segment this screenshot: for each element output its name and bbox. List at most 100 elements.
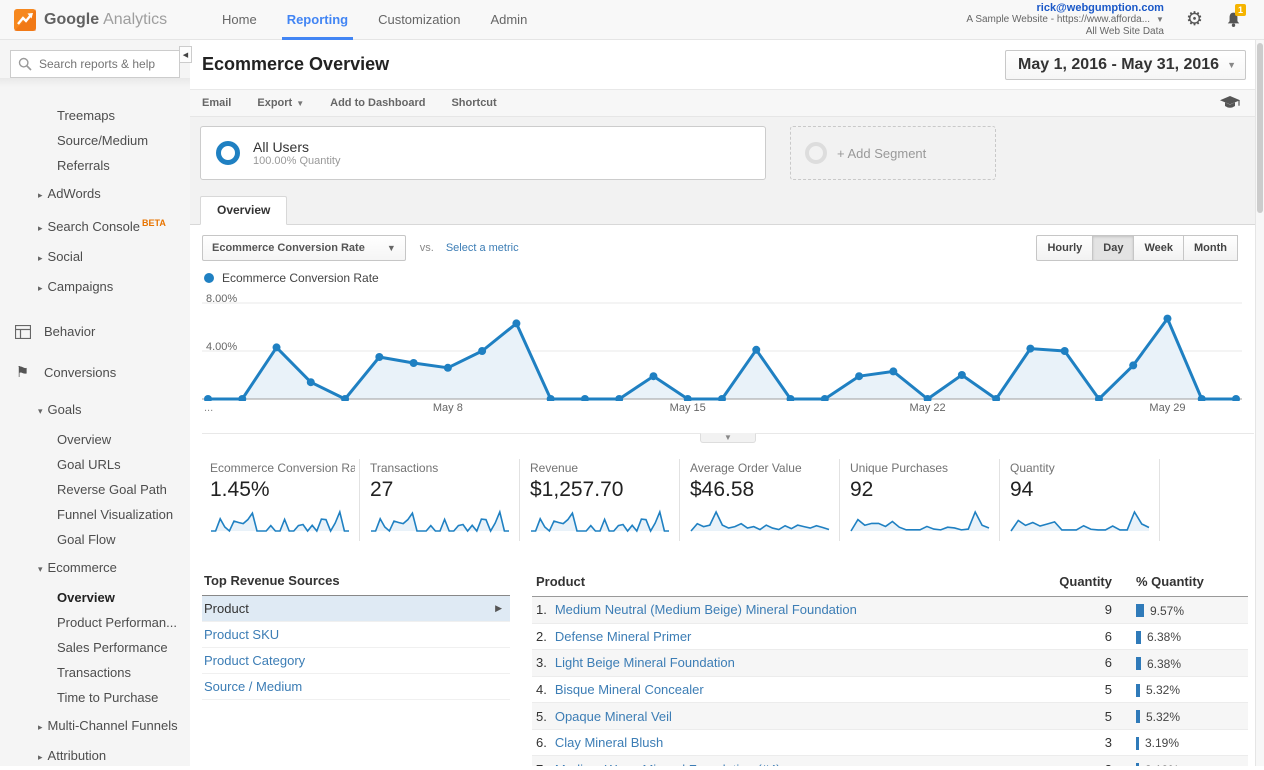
metric-card[interactable]: Quantity 94 <box>1000 459 1160 541</box>
segment-all-users[interactable]: All Users 100.00% Quantity <box>200 126 766 180</box>
revenue-source-item[interactable]: Product SKU <box>202 622 510 648</box>
product-link[interactable]: Defense Mineral Primer <box>555 629 692 644</box>
chart-expand-tab[interactable]: ▼ <box>700 433 756 443</box>
metric-card[interactable]: Unique Purchases 92 <box>840 459 1000 541</box>
column-header-product[interactable]: Product <box>532 571 1055 597</box>
tree-toggle-icon: ▸ <box>38 190 43 200</box>
pct-bar <box>1136 737 1139 750</box>
granularity-label: Day <box>1103 242 1123 254</box>
sidebar-item[interactable]: Funnel Visualization <box>0 502 190 527</box>
sidebar-item[interactable]: ▸AdWords <box>0 181 190 208</box>
metric-value: 1.45% <box>210 478 355 502</box>
row-quantity: 6 <box>1055 650 1120 677</box>
settings-button[interactable]: ⚙ <box>1186 8 1203 31</box>
account-selector[interactable]: rick@webgumption.com A Sample Website - … <box>966 2 1164 38</box>
product-link[interactable]: Light Beige Mineral Foundation <box>555 655 735 670</box>
metric-card[interactable]: Ecommerce Conversion Rate 1.45% <box>200 459 360 541</box>
product-link[interactable]: Bisque Mineral Concealer <box>555 682 704 697</box>
sidebar-item[interactable]: ▸Multi-Channel Funnels <box>0 713 190 740</box>
sidebar-item[interactable]: ▸Social <box>0 244 190 271</box>
intelligence-events-button[interactable] <box>1220 96 1240 110</box>
metric-card[interactable]: Average Order Value $46.58 <box>680 459 840 541</box>
graduation-cap-icon <box>1220 96 1240 110</box>
sidebar-collapse-button[interactable]: ◀ <box>179 46 192 63</box>
metric-dropdown[interactable]: Ecommerce Conversion Rate ▼ <box>202 235 406 261</box>
date-range-text: May 1, 2016 - May 31, 2016 <box>1018 56 1219 74</box>
sidebar-item[interactable]: Treemaps <box>0 103 190 128</box>
row-pct: 5.32% <box>1146 683 1180 697</box>
sidebar-item[interactable]: ▸Campaigns <box>0 274 190 301</box>
chart-controls: Ecommerce Conversion Rate ▼ vs. Select a… <box>190 225 1264 263</box>
add-segment-button[interactable]: + Add Segment <box>790 126 996 180</box>
select-metric-link[interactable]: Select a metric <box>446 242 519 254</box>
granularity-button[interactable]: Day <box>1093 235 1134 261</box>
chevron-down-icon: ▼ <box>1227 60 1236 70</box>
metric-label: Average Order Value <box>690 461 835 475</box>
action-bar-item[interactable]: Export▼ <box>257 97 304 109</box>
top-nav-item[interactable]: Home <box>207 0 272 40</box>
metric-dropdown-value: Ecommerce Conversion Rate <box>212 242 365 254</box>
action-bar-item[interactable]: Add to Dashboard <box>330 97 425 109</box>
page-scrollbar[interactable] <box>1255 40 1264 766</box>
x-axis-label: May 8 <box>433 402 463 414</box>
top-nav-item[interactable]: Customization <box>363 0 475 40</box>
tree-toggle-icon: ▸ <box>38 752 43 762</box>
tab-row: Overview <box>190 190 1264 224</box>
notifications-button[interactable]: 1 <box>1225 11 1242 28</box>
sidebar-item-label: Referrals <box>57 158 110 173</box>
product-link[interactable]: Medium Warm Mineral Foundation (#4) <box>555 762 781 766</box>
metric-label: Unique Purchases <box>850 461 995 475</box>
search-input[interactable] <box>10 50 180 78</box>
sidebar-item[interactable]: Behavior <box>0 322 190 342</box>
product-link[interactable]: Opaque Mineral Veil <box>555 709 672 724</box>
revenue-source-item[interactable]: Product Category <box>202 648 510 674</box>
column-header-quantity[interactable]: Quantity <box>1055 571 1120 597</box>
chevron-down-icon: ▼ <box>1156 15 1164 24</box>
sidebar-item[interactable]: Goal Flow <box>0 527 190 552</box>
row-rank: 6. <box>536 735 547 750</box>
sidebar-item[interactable]: Goal URLs <box>0 452 190 477</box>
sidebar-item[interactable]: ⚑ Conversions <box>0 363 190 383</box>
sidebar-item-label: Overview <box>57 432 111 447</box>
sidebar-item[interactable]: Sales Performance <box>0 635 190 660</box>
granularity-button[interactable]: Hourly <box>1036 235 1093 261</box>
sidebar-item[interactable]: Referrals <box>0 153 190 178</box>
top-nav-item[interactable]: Admin <box>475 0 542 40</box>
sidebar-item[interactable]: Transactions <box>0 660 190 685</box>
sidebar-item[interactable]: Time to Purchase <box>0 685 190 710</box>
sidebar-item[interactable]: Overview <box>0 585 190 610</box>
tree-toggle-icon: ▸ <box>38 253 43 263</box>
tab-overview[interactable]: Overview <box>200 196 287 225</box>
granularity-button[interactable]: Month <box>1184 235 1238 261</box>
sidebar-item[interactable]: Source/Medium <box>0 128 190 153</box>
metric-card[interactable]: Transactions 27 <box>360 459 520 541</box>
chart-plot <box>202 289 1242 401</box>
scrollbar-thumb[interactable] <box>1257 43 1263 213</box>
row-rank: 7. <box>536 762 547 766</box>
sidebar-item[interactable]: Reverse Goal Path <box>0 477 190 502</box>
metric-card[interactable]: Revenue $1,257.70 <box>520 459 680 541</box>
product-link[interactable]: Medium Neutral (Medium Beige) Mineral Fo… <box>555 602 857 617</box>
tree-toggle-icon: ▾ <box>38 406 43 416</box>
table-row: 2.Defense Mineral Primer 6 6.38% <box>532 623 1248 650</box>
action-bar-item[interactable]: Email <box>202 97 231 109</box>
sidebar-item[interactable]: Overview <box>0 427 190 452</box>
action-bar-item[interactable]: Shortcut <box>451 97 496 109</box>
segment-title: All Users <box>253 139 340 155</box>
top-nav-item[interactable]: Reporting <box>272 0 363 40</box>
sidebar-item[interactable]: ▾Ecommerce <box>0 555 190 582</box>
sidebar-item[interactable]: Product Performan... <box>0 610 190 635</box>
date-range-selector[interactable]: May 1, 2016 - May 31, 2016 ▼ <box>1005 50 1246 80</box>
revenue-source-item[interactable]: Source / Medium <box>202 674 510 700</box>
row-quantity: 9 <box>1055 597 1120 624</box>
revenue-source-item[interactable]: Product ▶ <box>202 596 510 622</box>
top-nav-label: Reporting <box>287 12 348 27</box>
product-link[interactable]: Clay Mineral Blush <box>555 735 663 750</box>
sidebar-item[interactable]: ▾Goals <box>0 397 190 424</box>
granularity-button[interactable]: Week <box>1134 235 1184 261</box>
sidebar-item-label: Search Console <box>48 219 141 234</box>
column-header-pct-quantity[interactable]: % Quantity <box>1120 571 1248 597</box>
metric-value: 94 <box>1010 478 1155 502</box>
